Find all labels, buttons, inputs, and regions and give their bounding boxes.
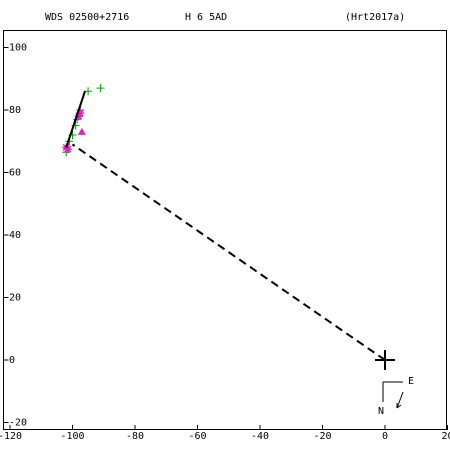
x-tick-label: -80: [126, 431, 144, 442]
x-tick-label: -40: [251, 431, 269, 442]
compass: [382, 381, 404, 409]
y-tick-label: 0: [9, 355, 15, 366]
compass-label: N: [378, 406, 384, 417]
triangle-marker: [77, 127, 86, 135]
compass-label: E: [408, 376, 414, 387]
y-tick-label: 100: [9, 43, 27, 54]
chart-title: WDS 02500+2716: [45, 12, 129, 23]
y-tick-label: 60: [9, 168, 21, 179]
x-tick-label: 0: [382, 431, 388, 442]
separation-line: [71, 143, 386, 361]
reference: (Hrt2017a): [345, 12, 405, 23]
asterisk-marker: [63, 145, 72, 154]
asterisk-marker: [76, 109, 85, 118]
chart-subtitle: H 6 5AD: [185, 12, 227, 23]
plus-marker: [84, 87, 93, 96]
orbit-line: [65, 90, 86, 148]
x-tick-label: -100: [60, 431, 84, 442]
x-tick-label: -120: [0, 431, 22, 442]
asterisk-marker: [74, 112, 83, 121]
y-tick-label: 40: [9, 230, 21, 241]
y-tick-label: 80: [9, 105, 21, 116]
x-tick-label: 20: [441, 431, 450, 442]
frame: [3, 30, 447, 430]
x-tick-label: -20: [313, 431, 331, 442]
y-tick-label: 20: [9, 293, 21, 304]
plus-marker: [96, 84, 105, 93]
x-tick-label: -60: [188, 431, 206, 442]
y-tick-label: -20: [9, 418, 27, 429]
